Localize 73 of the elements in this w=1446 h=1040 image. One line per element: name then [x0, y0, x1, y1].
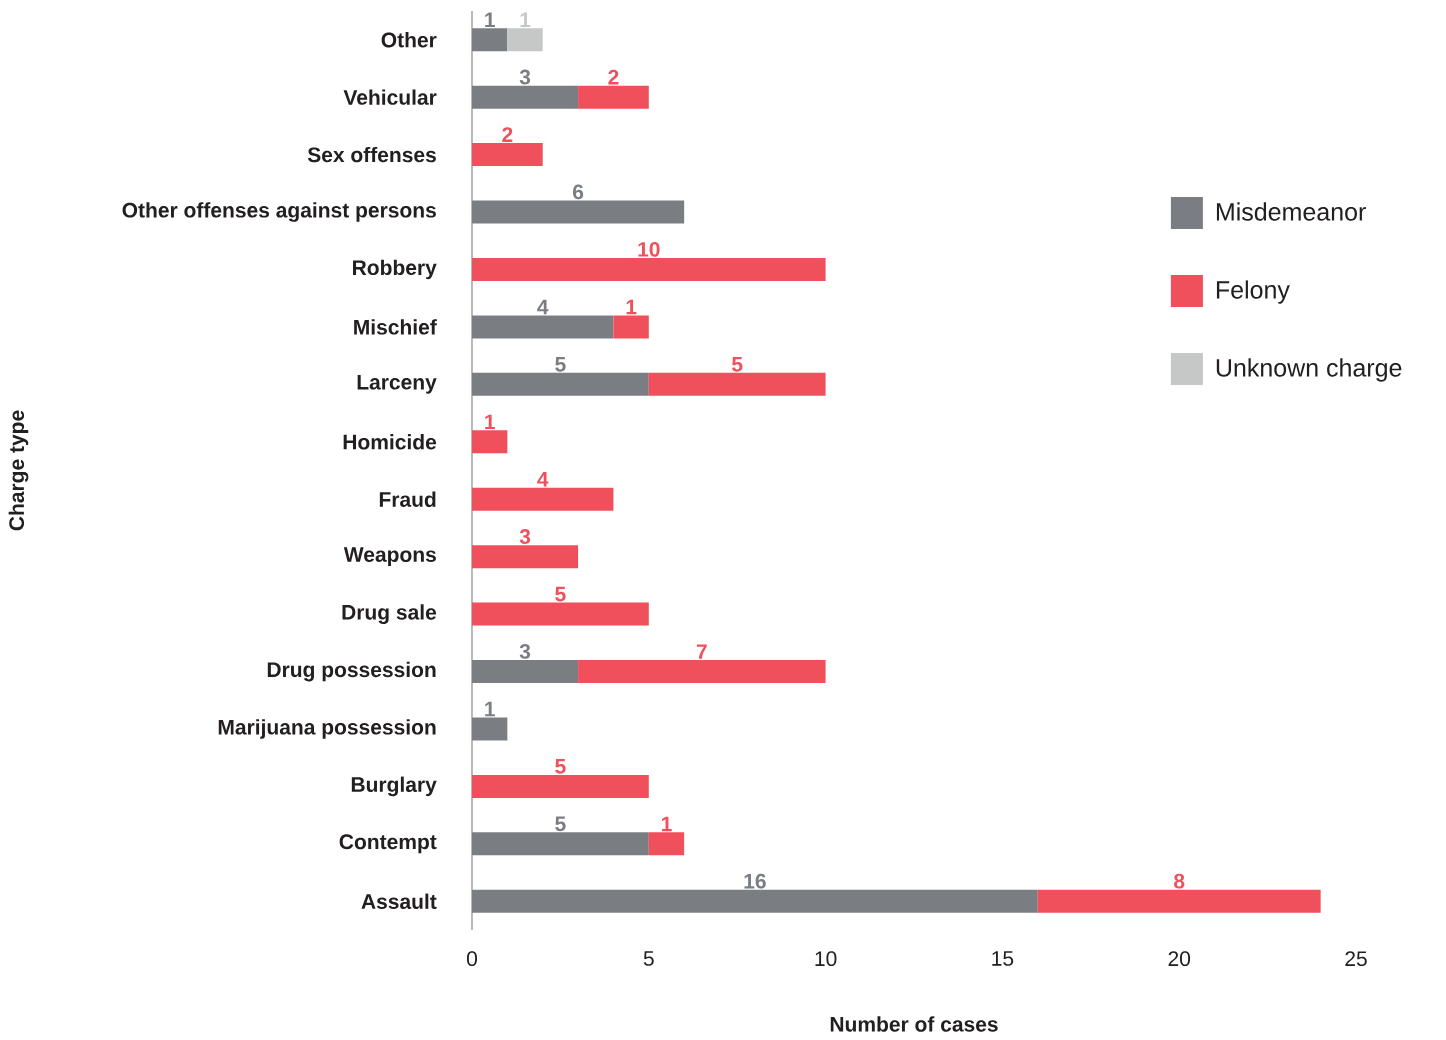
data-label: 5 [555, 357, 566, 372]
legend-label: Felony [1216, 280, 1290, 304]
y-tick-label: Vehicular [343, 89, 437, 105]
bar [578, 660, 826, 684]
y-axis-title: Charge type [8, 410, 29, 531]
x-tick-label: 10 [815, 951, 837, 967]
data-label: 10 [638, 241, 660, 257]
x-tick-label: 15 [992, 951, 1014, 966]
bar [471, 889, 1038, 913]
x-tick-label: 20 [1168, 951, 1191, 967]
data-label: 8 [1174, 873, 1185, 889]
data-label: 16 [744, 873, 766, 889]
data-label: 2 [608, 69, 619, 85]
y-tick-label: Other [381, 32, 437, 48]
data-label: 1 [661, 816, 672, 832]
data-label: 5 [555, 816, 566, 832]
y-tick-label: Burglary [351, 776, 437, 797]
bar [471, 602, 649, 626]
legend-label: Unknown charge [1216, 358, 1402, 382]
bar [471, 143, 543, 167]
data-label: 3 [519, 69, 531, 85]
data-label: 1 [485, 12, 495, 28]
data-label: 1 [485, 701, 495, 717]
data-label: 5 [555, 586, 566, 602]
y-tick-label: Drug possession [267, 661, 436, 682]
bar [471, 832, 649, 856]
y-tick-label: Larceny [357, 374, 437, 394]
data-label: 2 [502, 127, 513, 142]
bar [471, 717, 508, 741]
bar [1037, 889, 1321, 913]
bar [613, 315, 649, 339]
x-tick-label: 5 [643, 951, 654, 966]
data-label: 4 [537, 299, 549, 315]
data-label: 1 [626, 299, 637, 315]
bar [471, 28, 508, 52]
bar [471, 660, 579, 684]
bar [471, 257, 826, 281]
legend-label: Misdemeanor [1216, 202, 1366, 221]
bar [578, 85, 649, 109]
bar [471, 774, 649, 798]
y-tick-label: Robbery [353, 259, 437, 280]
y-tick-label: Mischief [354, 319, 437, 335]
data-label: 4 [537, 472, 549, 487]
bar [648, 832, 685, 856]
y-tick-label: Assault [361, 893, 437, 909]
bar [648, 372, 826, 396]
bar [471, 372, 649, 396]
y-tick-label: Contempt [339, 834, 437, 854]
y-tick-label: Marijuana possession [218, 719, 436, 739]
bar [471, 430, 508, 454]
x-tick-label: 25 [1345, 951, 1367, 967]
bar [471, 315, 614, 339]
data-label: 1 [520, 12, 531, 28]
bar [507, 28, 543, 52]
data-label: 6 [573, 184, 584, 200]
x-tick-label: 0 [466, 951, 478, 967]
bar [471, 85, 579, 109]
y-tick-label: Homicide [343, 434, 437, 450]
data-label: 3 [519, 529, 531, 544]
data-label: 5 [732, 357, 743, 372]
y-tick-label: Sex offenses [307, 146, 436, 163]
y-tick-label: Drug sale [342, 604, 437, 624]
bar [471, 487, 614, 511]
y-tick-label: Fraud [379, 491, 436, 507]
data-label: 5 [555, 759, 566, 774]
data-label: 7 [696, 644, 707, 659]
y-tick-label: Other offenses against persons [122, 202, 436, 222]
data-label: 1 [485, 414, 495, 430]
x-axis-title: Number of cases [830, 1016, 998, 1032]
bar [471, 545, 579, 569]
data-label: 3 [519, 643, 531, 659]
bar [471, 200, 685, 224]
y-tick-label: Weapons [343, 547, 436, 567]
